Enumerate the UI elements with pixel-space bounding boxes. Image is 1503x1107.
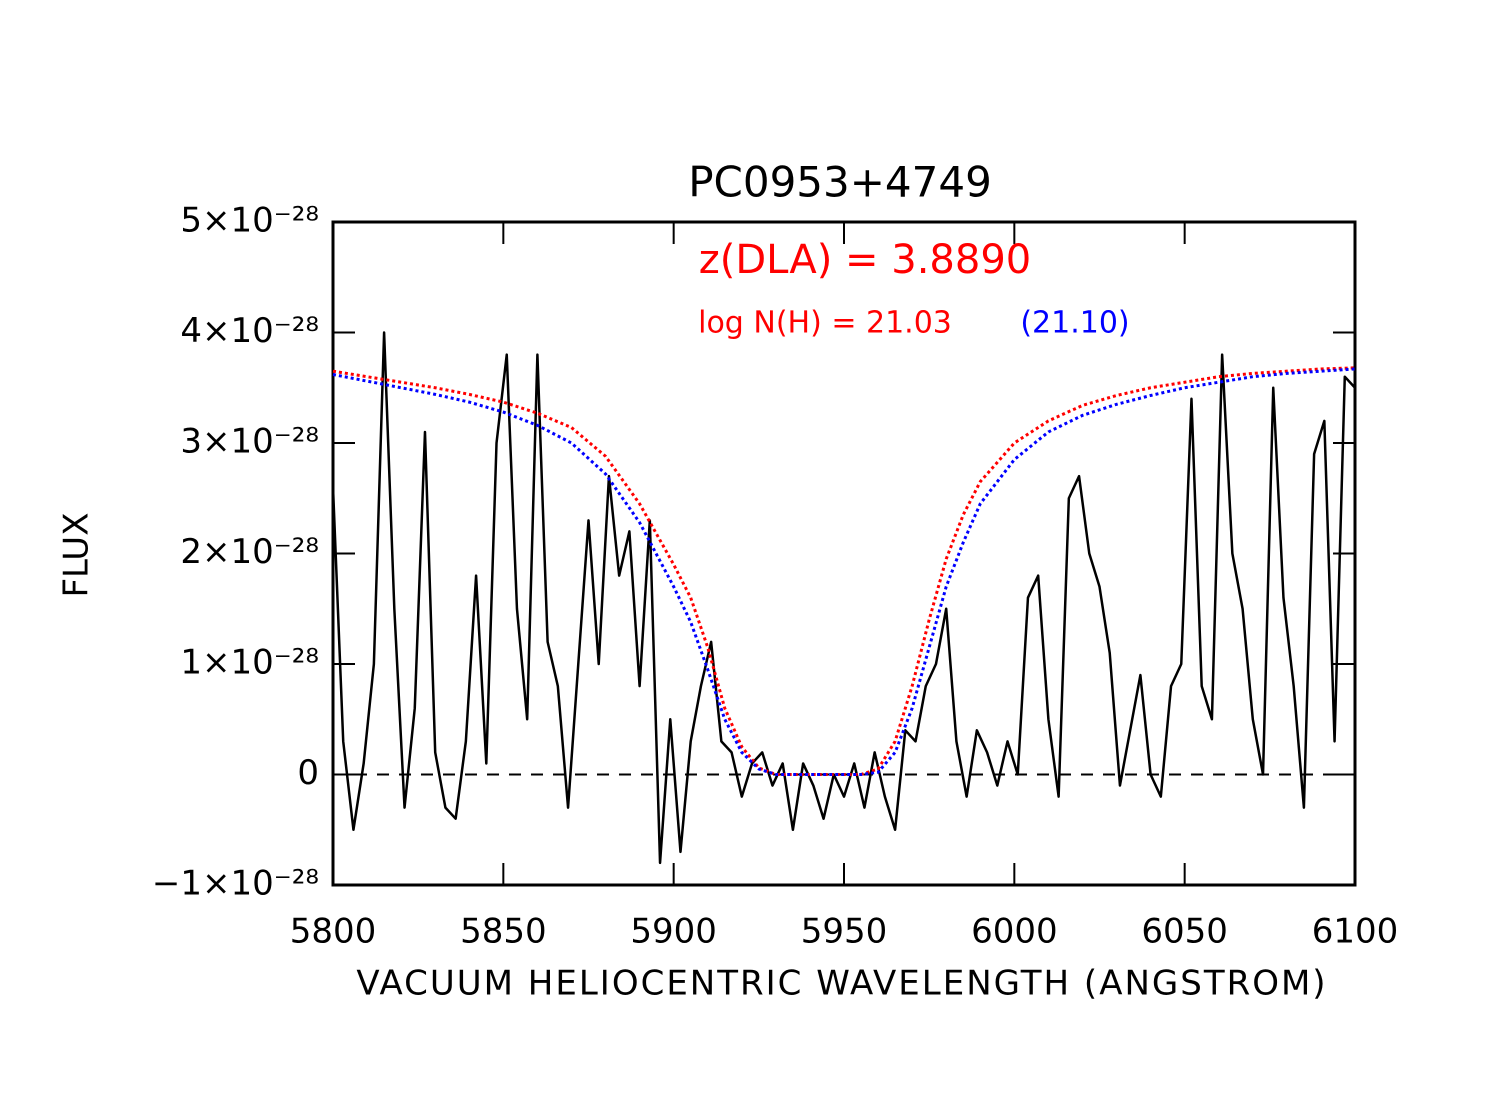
annotation: (21.10) bbox=[1020, 306, 1129, 341]
y-tick-label: 4×10⁻²⁸ bbox=[180, 311, 319, 351]
x-axis-label: VACUUM HELIOCENTRIC WAVELENGTH (ANGSTROM… bbox=[356, 964, 1327, 1004]
x-tick-label: 6000 bbox=[971, 912, 1058, 952]
y-tick-label: 2×10⁻²⁸ bbox=[180, 532, 319, 572]
series-line bbox=[331, 331, 1356, 865]
chart-title: PC0953+4749 bbox=[688, 158, 992, 207]
x-tick-label: 5950 bbox=[801, 912, 888, 952]
x-tick-label: 5850 bbox=[460, 912, 547, 952]
y-tick-label: 0 bbox=[297, 753, 319, 793]
y-axis-label: FLUX bbox=[57, 513, 97, 598]
y-tick-label: 5×10⁻²⁸ bbox=[180, 201, 319, 241]
series-line bbox=[332, 367, 1356, 776]
x-tick-label: 5800 bbox=[290, 912, 377, 952]
series-line bbox=[332, 366, 1356, 776]
y-tick-label: 1×10⁻²⁸ bbox=[180, 643, 319, 683]
annotation: log N(H) = 21.03 bbox=[698, 306, 952, 341]
x-tick-label: 6050 bbox=[1141, 912, 1228, 952]
annotation: z(DLA) = 3.8890 bbox=[699, 237, 1031, 283]
x-tick-label: 5900 bbox=[630, 912, 717, 952]
x-tick-label: 6100 bbox=[1312, 912, 1399, 952]
y-tick-label: −1×10⁻²⁸ bbox=[152, 864, 319, 904]
y-tick-label: 3×10⁻²⁸ bbox=[180, 422, 319, 462]
